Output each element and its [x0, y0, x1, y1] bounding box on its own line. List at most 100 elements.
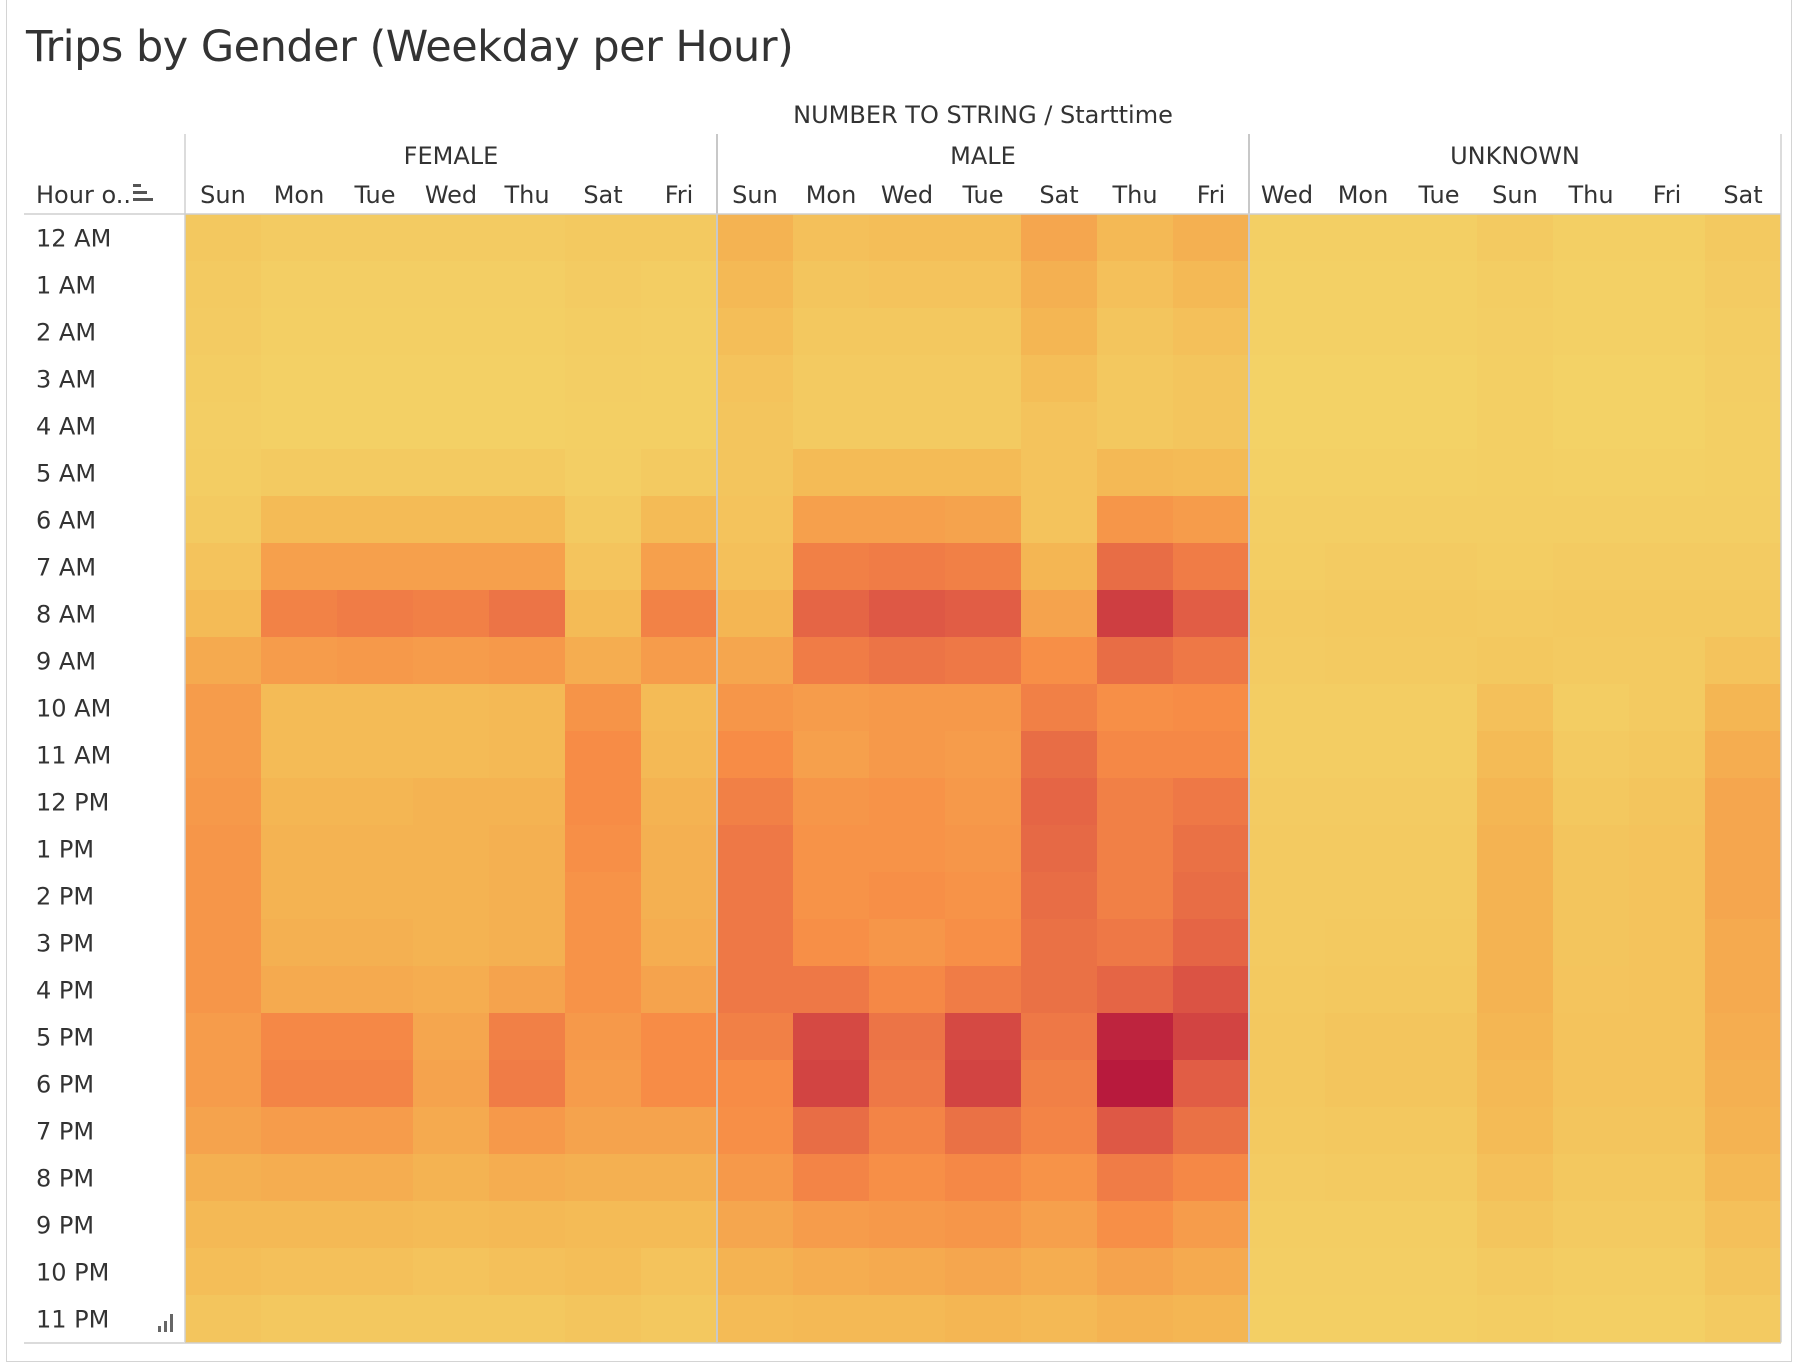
row-label: 12 AM [36, 225, 111, 253]
column-header-female-mon: Mon [274, 181, 325, 209]
heatmap-cell [1401, 872, 1478, 920]
heatmap-cell [1021, 1060, 1098, 1108]
heatmap-cell [413, 1248, 490, 1296]
heatmap-cell [1477, 778, 1554, 826]
heatmap-cell [1173, 966, 1250, 1014]
heatmap-cell [717, 872, 794, 920]
heatmap-cell [717, 637, 794, 685]
heatmap-cell [185, 355, 262, 403]
heatmap-cell [1553, 1248, 1630, 1296]
heatmap-cell [1477, 214, 1554, 262]
heatmap-cell [717, 1201, 794, 1249]
heatmap-cell [1705, 684, 1782, 732]
heatmap-cell [1401, 1107, 1478, 1155]
heatmap-cell [261, 308, 338, 356]
heatmap-cell [945, 496, 1022, 544]
heatmap-cell [869, 1295, 946, 1343]
heatmap-cell [1173, 543, 1250, 591]
heatmap-cell [185, 449, 262, 497]
heatmap-cell [1173, 872, 1250, 920]
heatmap-cell [1173, 825, 1250, 873]
row-label: 3 AM [36, 366, 96, 394]
heatmap-cell [261, 966, 338, 1014]
bars-icon-bar-2 [164, 1321, 167, 1332]
heatmap-cell [1325, 684, 1402, 732]
heatmap-cell [1553, 308, 1630, 356]
heatmap-cell [1477, 825, 1554, 873]
heatmap-cell [1021, 261, 1098, 309]
heatmap-cell [185, 543, 262, 591]
heatmap-cell [413, 590, 490, 638]
heatmap-cell [793, 543, 870, 591]
heatmap-cell [185, 1201, 262, 1249]
sort-icon-bar-3 [133, 198, 153, 201]
heatmap-cell [1325, 1013, 1402, 1061]
heatmap-cell [1021, 825, 1098, 873]
heatmap-cell [185, 590, 262, 638]
heatmap-cell [489, 590, 566, 638]
heatmap-cell [185, 778, 262, 826]
heatmap-cell [1401, 1060, 1478, 1108]
heatmap-cell [489, 684, 566, 732]
heatmap-cell [261, 1295, 338, 1343]
column-header-unknown-mon: Mon [1338, 181, 1389, 209]
sort-icon[interactable] [133, 184, 141, 187]
heatmap-cell [793, 1013, 870, 1061]
heatmap-cell [1097, 449, 1174, 497]
heatmap-cell [489, 825, 566, 873]
heatmap-cell [1021, 637, 1098, 685]
heatmap-cell [793, 966, 870, 1014]
heatmap-cell [413, 872, 490, 920]
heatmap-cell [261, 496, 338, 544]
heatmap-cell [1249, 402, 1326, 450]
heatmap-cell [185, 496, 262, 544]
heatmap-cell [1401, 778, 1478, 826]
column-header-male-sat: Sat [1039, 181, 1078, 209]
heatmap-cell [717, 590, 794, 638]
column-header-unknown-tue: Tue [1418, 181, 1460, 209]
heatmap-cell [1629, 590, 1706, 638]
column-header-male-fri: Fri [1197, 181, 1226, 209]
row-label: 2 PM [36, 883, 94, 911]
heatmap-cell [1401, 308, 1478, 356]
heatmap-cell [565, 496, 642, 544]
heatmap-cell [1401, 637, 1478, 685]
heatmap-cell [261, 872, 338, 920]
heatmap-cell [1553, 449, 1630, 497]
heatmap-cell [945, 402, 1022, 450]
heatmap-cell [1021, 1013, 1098, 1061]
heatmap-cell [869, 966, 946, 1014]
heatmap-cell [945, 590, 1022, 638]
heatmap-cell [1705, 778, 1782, 826]
heatmap-cell [641, 637, 718, 685]
heatmap-cell [1477, 496, 1554, 544]
heatmap-cell [337, 966, 414, 1014]
heatmap-cell [489, 1107, 566, 1155]
heatmap-cell [489, 214, 566, 262]
heatmap-cell [1629, 214, 1706, 262]
heatmap-cell [717, 543, 794, 591]
heatmap-cell [945, 214, 1022, 262]
heatmap-cell [1173, 684, 1250, 732]
heatmap-cell [1401, 919, 1478, 967]
heatmap-cell [1097, 1060, 1174, 1108]
bars-icon[interactable] [158, 1326, 161, 1332]
heatmap-cell [1325, 355, 1402, 403]
heatmap-cell [641, 1248, 718, 1296]
column-header-female-sun: Sun [200, 181, 246, 209]
heatmap-cell [1173, 1107, 1250, 1155]
heatmap-cell [565, 261, 642, 309]
heatmap-cell [413, 261, 490, 309]
row-label: 4 PM [36, 977, 94, 1005]
heatmap-cell [413, 825, 490, 873]
heatmap-cell [565, 731, 642, 779]
heatmap-cell [185, 1154, 262, 1202]
heatmap-cell [869, 1060, 946, 1108]
heatmap-cell [1629, 496, 1706, 544]
heatmap-cell [413, 1013, 490, 1061]
heatmap-cell [793, 1107, 870, 1155]
heatmap-cell [413, 966, 490, 1014]
heatmap-cell [945, 919, 1022, 967]
group-header-female: FEMALE [404, 142, 499, 170]
heatmap-cell [717, 1060, 794, 1108]
